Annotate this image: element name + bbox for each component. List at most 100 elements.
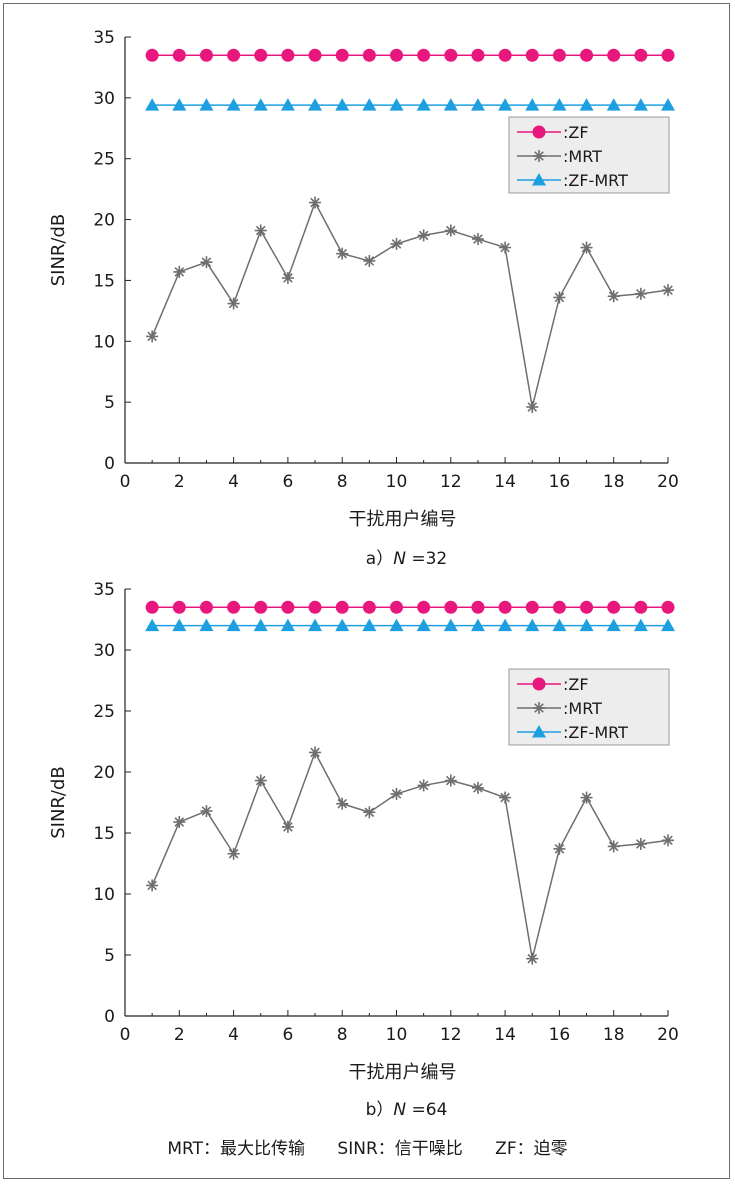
data-point [145, 98, 160, 111]
asterisk-stroke [445, 775, 456, 786]
data-point [308, 600, 322, 614]
data-point [227, 48, 241, 62]
data-point [498, 618, 513, 632]
legend-marker [532, 125, 546, 139]
data-point [281, 271, 294, 284]
x-tick-label: 12 [440, 1025, 462, 1045]
data-point [444, 774, 457, 787]
asterisk-stroke [527, 953, 538, 964]
caption-variable: N [393, 549, 406, 569]
data-point [634, 287, 647, 300]
asterisk-stroke [228, 848, 239, 859]
chart-2: 0 5 10 15 20 25 30 35 0 2 4 6 8 10 12 14 16 18 20 干扰用户编号 SIN… [48, 580, 679, 1120]
x-tick-label: 0 [120, 472, 131, 492]
x-tick-label: 6 [282, 1025, 293, 1045]
data-point [580, 600, 594, 614]
x-tick-label: 20 [657, 1025, 679, 1045]
asterisk-stroke [364, 807, 375, 818]
y-tick-label: 20 [93, 211, 115, 231]
data-point [552, 600, 566, 614]
data-point [417, 779, 430, 792]
data-point [552, 98, 567, 111]
data-point [281, 600, 295, 614]
data-point [526, 952, 539, 965]
asterisk-stroke [636, 289, 646, 299]
x-tick-label: 2 [174, 1025, 185, 1045]
data-point [525, 98, 540, 111]
data-point [634, 48, 648, 62]
asterisk-stroke [473, 783, 483, 793]
asterisk-stroke [663, 285, 673, 295]
data-point [607, 290, 620, 303]
asterisk-stroke [554, 844, 565, 854]
data-point [308, 98, 323, 111]
data-point [498, 98, 513, 111]
data-point [200, 256, 213, 269]
x-tick-label: 14 [494, 1025, 516, 1045]
caption-suffix: =32 [406, 549, 447, 569]
data-point [525, 48, 539, 62]
asterisk-stroke [228, 298, 239, 309]
asterisk-stroke [581, 792, 592, 803]
asterisk-stroke [418, 780, 429, 791]
data-point [579, 618, 594, 632]
data-point [227, 847, 240, 860]
data-point [254, 600, 268, 614]
data-point [363, 806, 376, 819]
data-point [580, 48, 594, 62]
data-point [173, 816, 186, 829]
footnote: MRT：最大比传输 SINR：信干噪比 ZF：迫零 [167, 1139, 568, 1159]
data-point [309, 746, 322, 759]
data-point [362, 600, 376, 614]
data-point [416, 98, 431, 111]
x-tick-label: 14 [494, 472, 516, 492]
x-tick-label: 10 [386, 472, 408, 492]
data-point [281, 820, 294, 833]
legend: :ZF:MRT:ZF-MRT [508, 668, 670, 746]
asterisk-stroke [310, 747, 320, 758]
x-tick-label: 18 [603, 1025, 625, 1045]
data-point [417, 229, 430, 242]
series-line [151, 750, 669, 959]
asterisk-stroke [391, 239, 402, 249]
y-tick-label: 5 [104, 946, 115, 966]
data-point [362, 98, 377, 111]
data-point [633, 618, 648, 632]
x-axis-label: 干扰用户编号 [349, 1062, 457, 1083]
data-point [416, 618, 431, 632]
x-tick-label: 6 [282, 472, 293, 492]
x-tick-label: 20 [657, 472, 679, 492]
data-point [634, 600, 648, 614]
figure-frame [3, 3, 730, 1179]
data-point [336, 247, 349, 260]
legend-label: :MRT [563, 147, 602, 166]
data-point [227, 297, 240, 310]
chart-1: 0 5 10 15 20 25 30 35 0 2 4 6 8 10 12 14 16 18 20 干扰用户编号 SIN… [48, 28, 679, 569]
asterisk-stroke [500, 242, 510, 253]
data-point [607, 840, 620, 853]
data-point [444, 600, 458, 614]
data-point [443, 618, 458, 632]
data-point [362, 48, 376, 62]
x-tick-label: 2 [174, 472, 185, 492]
legend-label: :ZF-MRT [563, 723, 628, 742]
legend-marker [533, 702, 545, 714]
data-point [173, 265, 186, 278]
legend-marker [532, 173, 546, 186]
data-point [607, 600, 621, 614]
y-tick-label: 35 [93, 28, 115, 48]
data-point [471, 233, 484, 246]
data-point [417, 48, 431, 62]
legend-label: :ZF-MRT [563, 171, 628, 190]
legend-item: :ZF-MRT [517, 723, 628, 742]
asterisk-stroke [147, 331, 157, 342]
data-point [580, 241, 593, 254]
series-zf [145, 48, 675, 62]
asterisk-stroke [310, 197, 320, 208]
y-tick-label: 20 [93, 763, 115, 783]
data-point [362, 618, 377, 632]
x-tick-label: 16 [549, 1025, 571, 1045]
y-tick-label: 15 [93, 824, 115, 844]
asterisk-stroke [147, 880, 157, 891]
data-point [335, 98, 350, 111]
